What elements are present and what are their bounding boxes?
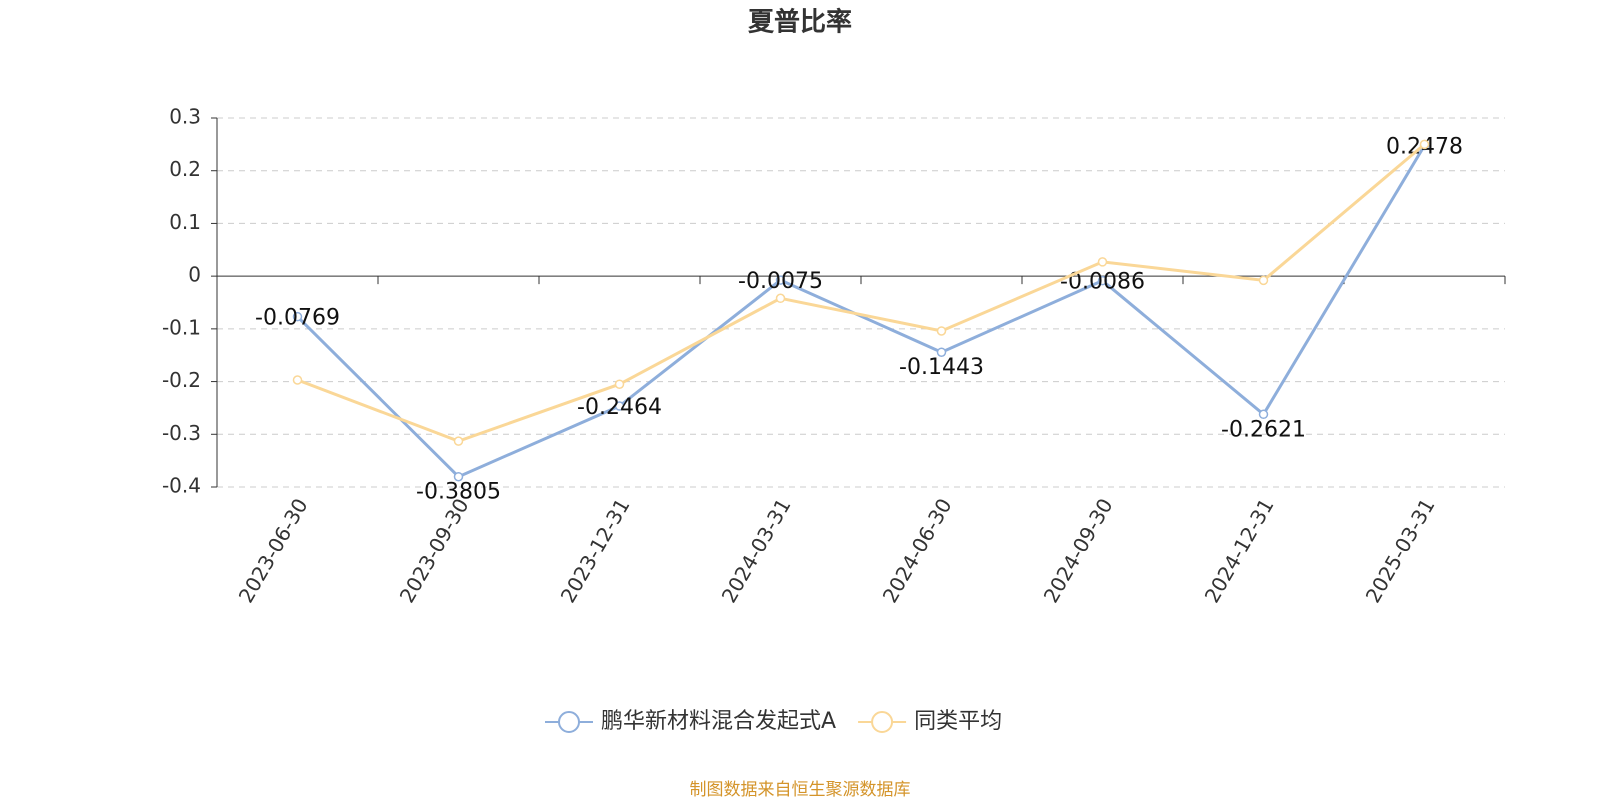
legend-label: 同类平均 (914, 709, 1002, 734)
data-point (453, 471, 464, 482)
data-point (775, 293, 786, 304)
legend-label: 鹏华新材料混合发起式A (601, 709, 836, 734)
source-note: 制图数据来自恒生聚源数据库 (690, 780, 911, 800)
y-tick-label: 0 (188, 263, 201, 287)
data-point (453, 436, 464, 446)
series-line (296, 143, 1426, 443)
data-point (1097, 257, 1108, 267)
data-point (1258, 275, 1269, 286)
x-tick-label: 2023-12-31 (556, 494, 635, 607)
data-point (936, 326, 947, 336)
data-label: -0.2621 (1221, 417, 1306, 442)
y-tick-label: -0.2 (162, 368, 201, 392)
x-tick-label: 2023-09-30 (395, 494, 474, 607)
x-tick-label: 2023-06-30 (234, 494, 313, 607)
data-point (936, 347, 947, 357)
data-label: -0.0075 (738, 269, 823, 294)
x-tick-label: 2024-12-31 (1200, 494, 1279, 607)
data-point (775, 275, 786, 285)
data-label: -0.1443 (899, 355, 984, 380)
y-tick-label: -0.3 (162, 421, 201, 445)
y-tick-label: -0.1 (162, 315, 201, 339)
x-tick-label: 2024-03-31 (717, 494, 796, 607)
y-tick-label: 0.1 (169, 210, 201, 234)
data-label: -0.0769 (255, 306, 340, 331)
y-tick-label: -0.4 (162, 474, 201, 498)
data-point (1258, 409, 1269, 420)
data-point (1419, 139, 1430, 150)
x-tick-label: 2024-09-30 (1039, 494, 1118, 607)
data-point (1097, 275, 1108, 286)
data-point (292, 375, 303, 385)
data-point (614, 401, 625, 411)
y-tick-label: 0.2 (169, 157, 201, 181)
data-point (292, 311, 303, 322)
data-label: -0.2464 (577, 395, 662, 420)
legend-marker (871, 711, 894, 733)
y-tick-label: 0.3 (169, 105, 201, 129)
x-tick-label: 2025-03-31 (1361, 494, 1440, 607)
data-point (614, 379, 625, 389)
chart-title: 夏普比率 (748, 7, 852, 38)
data-label: -0.3805 (416, 480, 501, 505)
legend-marker (558, 711, 580, 733)
x-tick-label: 2024-06-30 (878, 494, 957, 607)
